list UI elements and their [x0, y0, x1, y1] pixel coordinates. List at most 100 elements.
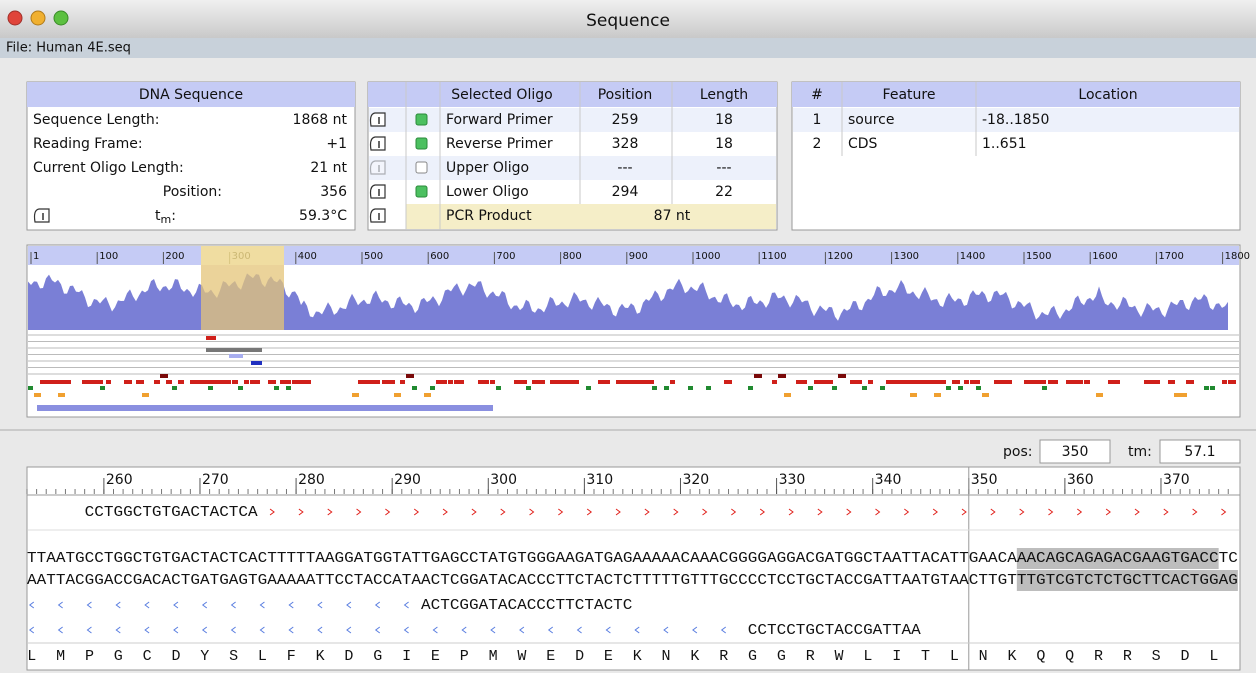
site-mark — [1210, 386, 1215, 390]
amino-acid: E — [546, 648, 555, 665]
site-mark — [106, 380, 111, 384]
ruler-label: 350 — [971, 472, 998, 488]
site-mark — [1036, 380, 1046, 384]
direction-marker — [932, 508, 938, 516]
site-mark — [880, 386, 885, 390]
site-mark — [1144, 380, 1153, 384]
site-mark — [436, 380, 447, 384]
amino-acid: P — [85, 648, 94, 665]
ruler-label: 1000 — [695, 251, 720, 262]
direction-marker — [259, 601, 265, 609]
tm-value: 57.1 — [1184, 444, 1215, 460]
direction-marker — [471, 508, 477, 516]
minimize-button[interactable] — [30, 10, 46, 26]
site-mark — [178, 380, 184, 384]
amino-acid: R — [1094, 648, 1103, 665]
icon-shape — [33, 208, 50, 223]
file-bar — [0, 38, 1256, 58]
ruler-label: 700 — [496, 251, 515, 262]
site-mark — [808, 386, 813, 390]
site-mark — [496, 386, 501, 390]
oligo-position: 328 — [612, 136, 639, 152]
field-label: Current Oligo Length: — [33, 160, 184, 176]
site-mark — [994, 380, 1002, 384]
amino-acid: N — [662, 648, 671, 665]
site-mark — [46, 380, 55, 384]
bottom-strand-selected: TTGTCGTCTCTGCTTCACTGG — [1017, 572, 1219, 589]
site-mark — [934, 393, 941, 397]
icon-shape — [369, 208, 386, 223]
amino-acid: R — [806, 648, 815, 665]
site-mark — [598, 380, 610, 384]
site-mark — [754, 374, 762, 378]
ruler-label: 200 — [165, 251, 184, 262]
map-ruler — [28, 246, 1239, 265]
site-mark — [856, 380, 862, 384]
direction-marker — [288, 601, 294, 609]
top-strand-selected: AACAGCAGAGACGAAGTGACC — [1017, 550, 1219, 567]
site-mark — [892, 380, 902, 384]
oligo-toggle — [415, 185, 428, 198]
site-mark — [34, 393, 41, 397]
direction-marker — [576, 626, 582, 634]
amino-acid: P — [460, 648, 469, 665]
amino-acid: R — [1123, 648, 1132, 665]
ruler-label: 400 — [298, 251, 317, 262]
site-mark — [406, 374, 414, 378]
primer-mark — [229, 354, 243, 358]
site-mark — [214, 380, 223, 384]
site-mark — [58, 393, 65, 397]
site-mark — [550, 380, 556, 384]
selection-bottom — [1016, 570, 1238, 591]
product-value: 87 nt — [654, 208, 691, 224]
site-mark — [964, 380, 969, 384]
site-mark — [40, 380, 46, 384]
site-mark — [574, 380, 579, 384]
amino-acid: L — [27, 648, 36, 665]
direction-marker — [720, 626, 727, 634]
site-mark — [1042, 386, 1047, 390]
direction-marker — [374, 601, 381, 609]
field-value: 21 nt — [310, 160, 347, 176]
direction-marker — [731, 508, 737, 516]
amino-acid: W — [835, 648, 844, 665]
site-mark — [202, 380, 214, 384]
site-mark — [88, 380, 98, 384]
site-mark — [424, 393, 431, 397]
site-mark — [268, 380, 276, 384]
tm-label: tm: — [155, 208, 176, 226]
direction-marker — [1019, 508, 1025, 516]
direction-marker — [702, 508, 708, 516]
feature-name: source — [848, 112, 895, 128]
site-mark — [430, 386, 435, 390]
ruler-label: 900 — [629, 251, 648, 262]
map-highlight — [201, 265, 284, 330]
amino-acid: G — [748, 648, 757, 665]
column-header: Location — [1078, 87, 1137, 103]
site-mark — [1048, 380, 1058, 384]
site-mark — [274, 386, 279, 390]
amino-acid: Y — [200, 648, 209, 665]
direction-marker — [547, 626, 554, 634]
site-mark — [166, 380, 172, 384]
primer-mark — [206, 348, 262, 352]
site-mark — [250, 380, 260, 384]
tm-box — [1159, 439, 1241, 464]
lower-oligo: ACTCGGATACACCCTTCTACTC — [421, 597, 632, 614]
ruler-label: 1400 — [960, 251, 985, 262]
site-mark — [1114, 380, 1120, 384]
zoom-button[interactable] — [53, 10, 69, 26]
direction-marker — [403, 626, 409, 634]
direction-marker — [644, 508, 650, 516]
amino-acid: K — [633, 648, 642, 665]
site-mark — [448, 380, 453, 384]
oligo-toggle — [415, 161, 428, 174]
column-header: Length — [700, 87, 748, 103]
amino-acid: K — [1008, 648, 1017, 665]
ruler-label: 800 — [563, 251, 582, 262]
site-mark — [280, 380, 291, 384]
direction-marker — [875, 508, 881, 516]
ruler-label: 1300 — [894, 251, 919, 262]
close-button[interactable] — [7, 10, 23, 26]
site-mark — [586, 386, 591, 390]
